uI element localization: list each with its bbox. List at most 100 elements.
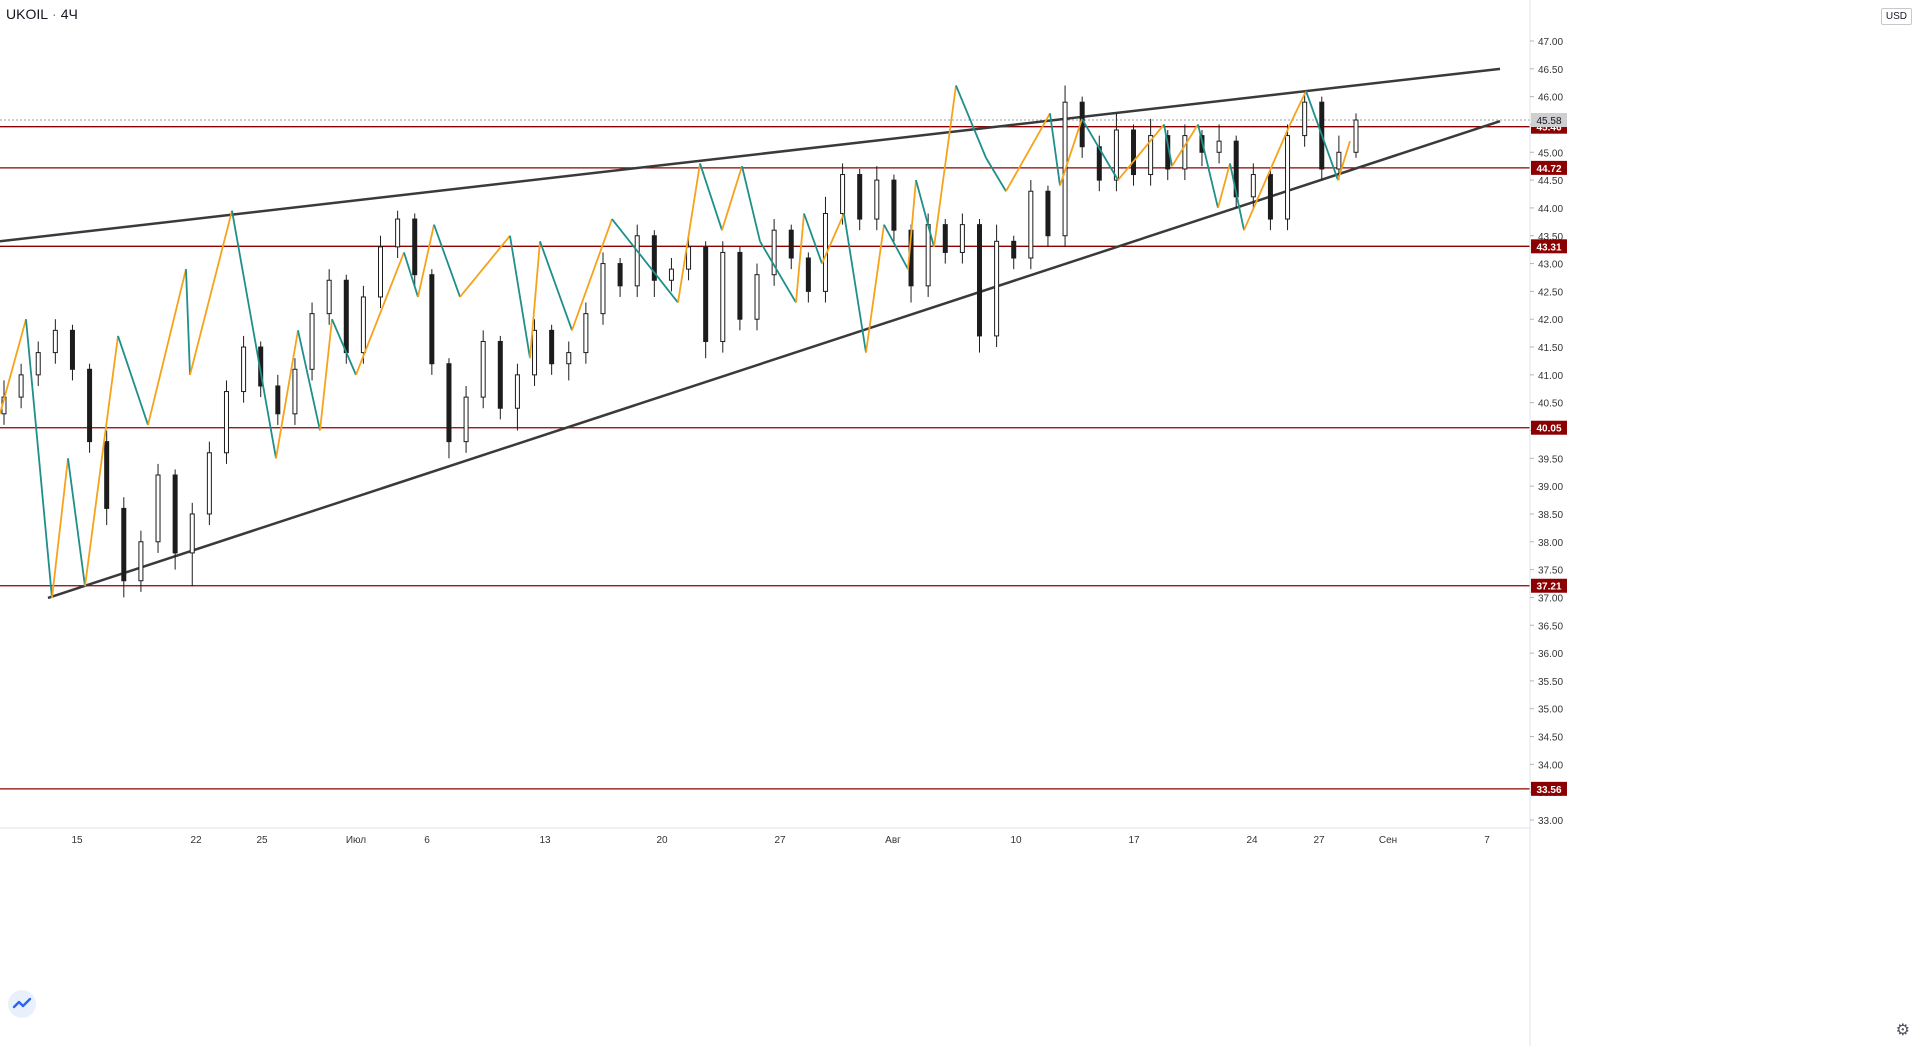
price-tick-label: 39.00 (1538, 482, 1563, 493)
zigzag-segment (1059, 118, 1083, 186)
time-tick-label: 27 (1313, 835, 1325, 846)
time-tick-label: 13 (539, 835, 551, 846)
candle (1182, 124, 1188, 181)
candle-body (583, 313, 589, 354)
candle-body (805, 257, 811, 292)
candle (532, 319, 538, 386)
time-tick-label: Авг (885, 835, 901, 846)
candle (634, 224, 640, 297)
level-label-text: 33.56 (1536, 785, 1561, 796)
zigzag-segment (1217, 163, 1231, 209)
trend-line-lower (47, 119, 1501, 600)
candle-body (1353, 119, 1359, 153)
candle (1096, 135, 1102, 192)
candle-body (275, 385, 281, 415)
candle-body (35, 352, 41, 376)
zigzag-segment (117, 335, 149, 426)
price-tick-label: 43.00 (1538, 260, 1563, 271)
candle-body (600, 263, 606, 315)
zigzag-segment (1081, 118, 1119, 181)
candle (189, 502, 195, 587)
candle-body (497, 340, 503, 409)
zigzag-segment (355, 252, 405, 376)
candle-body (1336, 151, 1342, 170)
gear-icon[interactable]: ⚙ (1895, 1022, 1910, 1039)
zigzag-segment (721, 165, 743, 231)
price-tick-label: 38.50 (1538, 510, 1563, 521)
price-tick-label: 42.50 (1538, 287, 1563, 298)
time-tick-label: 22 (190, 835, 202, 846)
candle-body (292, 368, 298, 415)
candle (703, 241, 709, 359)
price-tick-label: 46.50 (1538, 65, 1563, 76)
last-price-badge (1531, 113, 1567, 128)
time-tick-label: 20 (656, 835, 668, 846)
candle-body (429, 274, 435, 365)
candle-body (754, 274, 760, 320)
candle-body (668, 268, 674, 281)
zigzag-segment (51, 458, 69, 599)
price-tick-label: 41.00 (1538, 371, 1563, 382)
level-label-bg (1531, 781, 1567, 796)
zigzag-segment (231, 210, 277, 459)
level-label: 33.56 (1531, 781, 1567, 796)
zigzag-segment (459, 235, 511, 298)
zigzag-segment (1243, 124, 1291, 231)
candle (994, 224, 1000, 348)
price-tick-label: 40.50 (1538, 399, 1563, 410)
candle (275, 374, 281, 425)
price-tick-label: 36.50 (1538, 621, 1563, 632)
candle (1131, 124, 1137, 186)
candle (514, 363, 520, 431)
zigzag-segment (0, 318, 27, 415)
zigzag-segment (611, 218, 679, 304)
time-tick-label: 15 (71, 835, 83, 846)
zigzag-segment (319, 319, 333, 431)
tradingview-logo-icon[interactable] (8, 990, 36, 1018)
price-tick-label: 41.50 (1538, 343, 1563, 354)
zigzag-segment (297, 330, 321, 431)
candle (223, 380, 229, 464)
candle (754, 263, 760, 331)
candle (942, 219, 948, 264)
level-label: 43.31 (1531, 239, 1567, 254)
last-price-label: 45.58 (1536, 116, 1561, 127)
candle (378, 235, 384, 309)
candle (292, 358, 298, 425)
candle-body (412, 218, 418, 276)
candle-body (223, 391, 229, 454)
zigzag-segment (529, 241, 541, 359)
candle-body (532, 329, 538, 376)
candle (52, 319, 58, 364)
candle (1045, 185, 1051, 247)
candle (1302, 91, 1308, 147)
candle (412, 213, 418, 286)
time-tick-label: 6 (424, 835, 430, 846)
zigzag-segment (1197, 124, 1219, 209)
currency-badge[interactable]: USD (1880, 8, 1912, 25)
time-tick-label: Сен (1379, 835, 1397, 846)
zigzag-segment (883, 224, 909, 270)
zigzag-segment (1229, 163, 1245, 231)
zigzag-segment (67, 458, 86, 587)
candle (583, 302, 589, 364)
candle (1011, 235, 1017, 270)
candle-body (737, 251, 743, 320)
candle (309, 302, 315, 381)
candle (395, 210, 401, 259)
candle-body (378, 246, 384, 298)
candle-body (18, 374, 24, 398)
price-tick-label: 34.50 (1538, 733, 1563, 744)
candle-body (1148, 135, 1154, 176)
price-tick-label: 44.00 (1538, 204, 1563, 215)
zigzag-segment (699, 163, 723, 231)
candle (121, 497, 127, 598)
candle-body (1267, 174, 1273, 220)
candle (18, 363, 24, 409)
candle-body (942, 224, 948, 253)
candle-body (104, 441, 110, 509)
candle-body (138, 541, 144, 582)
candle (805, 252, 811, 303)
candle-body (771, 229, 777, 276)
